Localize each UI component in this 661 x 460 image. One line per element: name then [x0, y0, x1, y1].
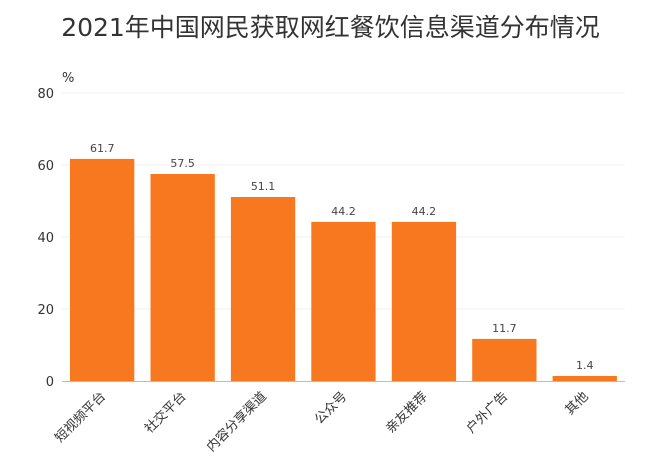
data-labels: 61.7 57.5 51.1 44.2 44.2 11.7 1.4: [90, 142, 594, 372]
x-tick-label: 内容分享渠道: [203, 389, 269, 455]
bar: [230, 197, 296, 381]
bar: [70, 158, 135, 381]
data-label: 44.2: [331, 205, 356, 218]
bar: [472, 338, 537, 381]
y-tick-label: 60: [37, 159, 54, 174]
x-tick-label: 亲友推荐: [383, 389, 431, 437]
x-axis: 短视频平台 社交平台 内容分享渠道 公众号 亲友推荐 户外广告 其他: [52, 389, 591, 455]
data-label: 61.7: [90, 142, 115, 155]
bar: [311, 221, 376, 381]
x-tick-label: 其他: [563, 389, 592, 418]
data-label: 1.4: [576, 359, 594, 372]
data-label: 44.2: [412, 205, 437, 218]
x-tick-label: 社交平台: [141, 389, 189, 437]
y-tick-label: 20: [37, 303, 54, 318]
y-axis-unit: %: [62, 71, 74, 86]
y-axis: 0 20 40 60 80: [37, 87, 54, 390]
chart-title: 2021年中国网民获取网红餐饮信息渠道分布情况: [61, 13, 600, 42]
y-tick-label: 0: [46, 375, 54, 390]
bars: [70, 158, 617, 381]
y-tick-label: 40: [37, 231, 54, 246]
data-label: 51.1: [251, 180, 276, 193]
x-tick-label: 公众号: [312, 389, 350, 427]
bar: [391, 221, 457, 381]
bar: [552, 376, 617, 381]
y-tick-label: 80: [37, 87, 54, 102]
bar: [150, 174, 215, 381]
x-tick-label: 户外广告: [463, 389, 511, 437]
x-tick-label: 短视频平台: [52, 389, 109, 446]
data-label: 11.7: [492, 322, 517, 335]
data-label: 57.5: [170, 157, 195, 170]
